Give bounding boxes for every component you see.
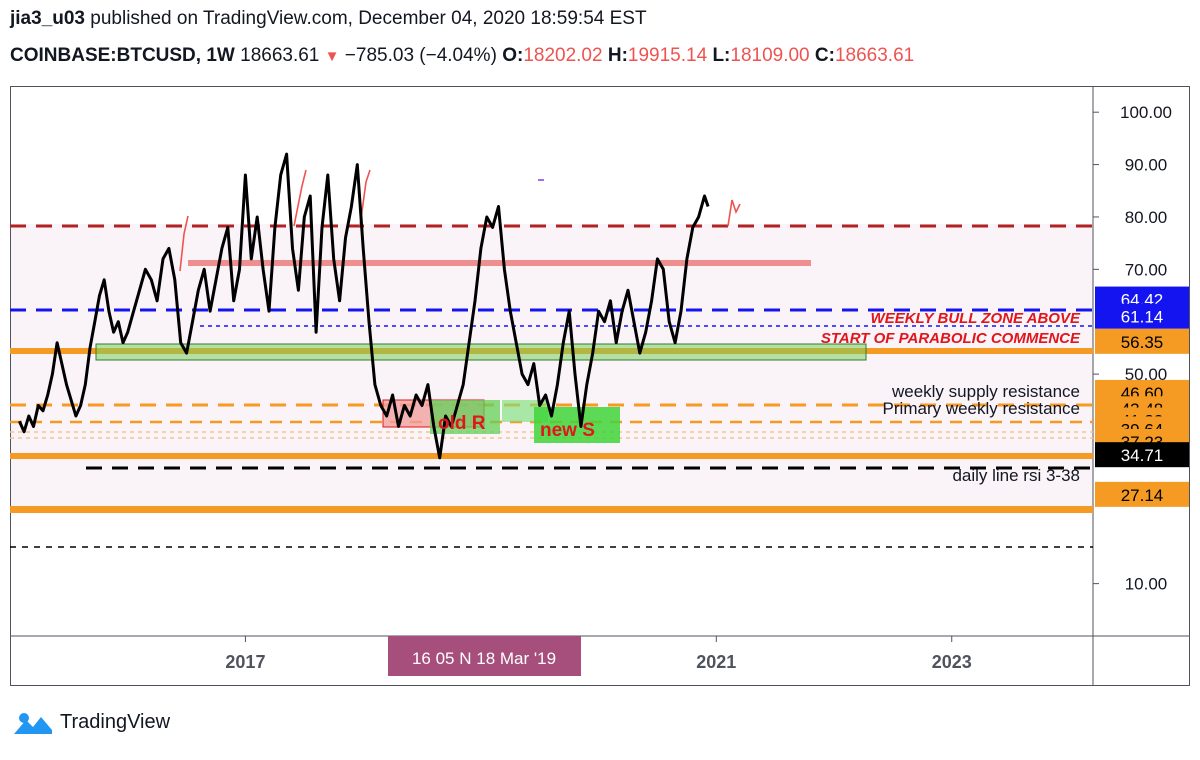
old-r-green-box bbox=[430, 400, 500, 434]
annotation-new-s: new S bbox=[540, 420, 595, 441]
price-label-box: 56.35 bbox=[1095, 328, 1189, 354]
annotation-bull-zone: WEEKLY BULL ZONE ABOVE bbox=[871, 310, 1081, 327]
orange-line-41 bbox=[10, 453, 1093, 459]
close-value: 18663.61 bbox=[834, 45, 915, 66]
red-spike-1 bbox=[179, 215, 189, 272]
price-label-text: 27.14 bbox=[1121, 486, 1164, 505]
symbol-label[interactable]: COINBASE:BTCUSD, 1W bbox=[10, 45, 235, 66]
annotation-daily-rsi: daily line rsi 3-38 bbox=[952, 466, 1080, 485]
rsi-series-line[interactable] bbox=[18, 152, 710, 460]
x-cursor-label-text: 16 05 N 18 Mar '19 bbox=[412, 649, 556, 668]
time-axis[interactable]: 2017 2021 2023 bbox=[225, 636, 972, 672]
price-label-bg bbox=[1095, 442, 1189, 468]
price-label-text: 34.71 bbox=[1121, 446, 1164, 465]
rsi-chart[interactable]: WEEKLY BULL ZONE ABOVE START OF PARABOLI… bbox=[10, 86, 1190, 686]
new-s-box bbox=[534, 407, 620, 443]
price-labels: 64.4261.1456.3546.6043.4841.3239.6437.23… bbox=[1095, 286, 1189, 507]
author-name[interactable]: jia3_u03 bbox=[10, 8, 85, 29]
price-axis[interactable]: 100.00 90.00 80.00 70.00 50.00 10.00 bbox=[1093, 103, 1172, 594]
tradingview-cloud-logo-icon bbox=[14, 713, 52, 734]
published-text: published on TradingView.com, December 0… bbox=[90, 8, 647, 29]
high-value: 19915.14 bbox=[627, 45, 708, 66]
publish-info: jia3_u03 published on TradingView.com, D… bbox=[10, 8, 647, 30]
price-label-text: 61.14 bbox=[1121, 308, 1164, 327]
rsi-band-background bbox=[11, 224, 1093, 511]
y-tick-label: 10.00 bbox=[1125, 575, 1168, 594]
footer-brand[interactable]: TradingView bbox=[10, 708, 170, 736]
y-tick-label: 50.00 bbox=[1125, 365, 1168, 384]
annotation-parabolic: START OF PARABOLIC COMMENCE bbox=[821, 330, 1081, 347]
y-tick-label: 90.00 bbox=[1125, 156, 1168, 175]
price-change: −785.03 (−4.04%) bbox=[344, 45, 497, 66]
price-label-bg bbox=[1095, 481, 1189, 507]
price-label-text: 56.35 bbox=[1121, 333, 1164, 352]
x-tick-label: 2023 bbox=[932, 652, 972, 672]
annotation-old-r: old R bbox=[438, 413, 486, 434]
annotation-primary-resistance: Primary weekly resistance bbox=[883, 399, 1080, 418]
drawings bbox=[10, 169, 1093, 548]
x-cursor-label-bg bbox=[388, 636, 581, 676]
chart-frame[interactable]: WEEKLY BULL ZONE ABOVE START OF PARABOLI… bbox=[10, 86, 1190, 686]
red-tail bbox=[727, 199, 741, 227]
price-label-bg bbox=[1095, 303, 1189, 329]
price-label-box: 27.14 bbox=[1095, 481, 1189, 507]
x-cursor-label: 16 05 N 18 Mar '19 bbox=[388, 636, 581, 676]
open-value: 18202.02 bbox=[523, 45, 603, 66]
pink-resistance-band bbox=[188, 260, 811, 266]
x-tick-label: 2017 bbox=[225, 652, 265, 672]
y-tick-label: 100.00 bbox=[1120, 103, 1172, 122]
red-spike-2 bbox=[293, 169, 307, 227]
green-zone-box bbox=[95, 343, 867, 361]
y-tick-label: 70.00 bbox=[1125, 260, 1168, 279]
x-tick-label: 2021 bbox=[696, 652, 736, 672]
y-tick-label: 80.00 bbox=[1125, 208, 1168, 227]
last-price: 18663.61 bbox=[240, 45, 320, 66]
annotations: WEEKLY BULL ZONE ABOVE START OF PARABOLI… bbox=[438, 310, 1081, 485]
close-label: C: bbox=[814, 45, 835, 66]
orange-line-37 bbox=[10, 506, 1093, 513]
low-label: L: bbox=[712, 45, 731, 66]
symbol-info-bar: COINBASE:BTCUSD, 1W 18663.61 ▼ −785.03 (… bbox=[10, 45, 914, 67]
low-value: 18109.00 bbox=[730, 45, 810, 66]
price-label-box: 61.14 bbox=[1095, 303, 1189, 329]
open-label: O: bbox=[502, 45, 524, 66]
footer-brand-text: TradingView bbox=[60, 710, 171, 733]
annotation-supply-resistance: weekly supply resistance bbox=[891, 382, 1080, 401]
price-label-bg bbox=[1095, 328, 1189, 354]
high-label: H: bbox=[607, 45, 628, 66]
price-label-box: 34.71 bbox=[1095, 442, 1189, 468]
down-arrow-icon: ▼ bbox=[324, 48, 340, 65]
